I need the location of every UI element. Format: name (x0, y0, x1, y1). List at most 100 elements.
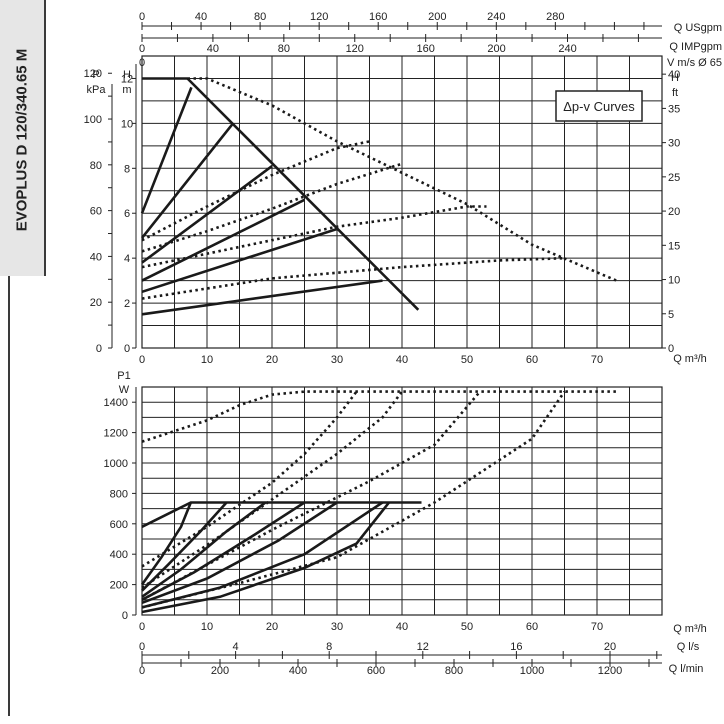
p1-tick-label: 800 (110, 488, 128, 500)
bottom-x-tick-label: 70 (591, 621, 603, 633)
top-x-tick-label: 10 (201, 354, 213, 366)
usgpm-tick-label: 0 (139, 11, 145, 23)
top-solid-curve-4 (141, 198, 306, 282)
impgpm-tick-label: 0 (139, 43, 145, 55)
power-dotted-curve-1 (141, 390, 617, 443)
power-dotted-curve-3 (141, 390, 404, 589)
h-ft-tick-label: 30 (668, 138, 680, 150)
lmin-axis-label: Q l/min (669, 663, 704, 675)
h-m-tick-label: 8 (124, 163, 130, 175)
impgpm-tick-label: 40 (207, 43, 219, 55)
power-solid-curve-6 (141, 501, 338, 605)
impgpm-tick-label: 240 (558, 43, 576, 55)
top-x-tick-label: 30 (331, 354, 343, 366)
lmin-tick-label: 1200 (598, 665, 622, 677)
top-dotted-curve-4 (141, 205, 487, 269)
h-ft-tick-label: 15 (668, 240, 680, 252)
top-solid-curve-1 (140, 86, 193, 214)
p1-axis-label-1: P1 (117, 370, 130, 382)
power-solid-curve-5 (141, 501, 306, 601)
usgpm-axis-label: Q USgpm (674, 22, 722, 34)
p-kpa-tick-label: 80 (90, 160, 102, 172)
top-x-tick-label: 70 (591, 354, 603, 366)
p1-tick-label: 600 (110, 519, 128, 531)
lmin-tick-label: 0 (139, 665, 145, 677)
bottom-x-axis-label: Q m³/h (673, 623, 707, 635)
impgpm-tick-label: 160 (416, 43, 434, 55)
h-m-tick-label: 12 (121, 73, 133, 85)
impgpm-tick-label: 120 (346, 43, 364, 55)
p1-tick-label: 1000 (104, 458, 128, 470)
ls-tick-label: 16 (510, 641, 522, 653)
top-dotted-curve-5 (141, 256, 565, 300)
p1-axis-label-2: W (119, 384, 130, 396)
p-kpa-tick-label: 120 (84, 68, 102, 80)
top-solid-curve-3 (141, 165, 273, 264)
power-dotted-curve-5 (141, 390, 566, 609)
power-solid-curve-3 (141, 501, 228, 592)
bottom-x-tick-label: 40 (396, 621, 408, 633)
impgpm-axis-label: Q IMPgpm (669, 41, 722, 53)
velocity-axis-label: V m/s Ø 65 (667, 57, 722, 69)
usgpm-tick-label: 80 (254, 11, 266, 23)
h-ft-tick-label: 20 (668, 206, 680, 218)
usgpm-tick-label: 160 (369, 11, 387, 23)
ls-tick-label: 4 (233, 641, 239, 653)
limit-line (186, 77, 420, 311)
ls-tick-label: 8 (326, 641, 332, 653)
lmin-tick-label: 1000 (520, 665, 544, 677)
power-solid-curve-2 (140, 502, 193, 586)
top-solid-curve-6 (141, 279, 383, 316)
chart-title: Δp-v Curves (563, 99, 635, 114)
lmin-tick-label: 600 (367, 665, 385, 677)
ls-tick-label: 12 (417, 641, 429, 653)
h-ft-axis-label-1: H (671, 72, 679, 84)
h-m-tick-label: 2 (124, 298, 130, 310)
h-m-tick-label: 4 (124, 253, 130, 265)
usgpm-tick-label: 40 (195, 11, 207, 23)
usgpm-tick-label: 120 (310, 11, 328, 23)
power-solid-curve-8 (141, 501, 391, 614)
chart-title-box (555, 90, 643, 122)
p-kpa-tick-label: 100 (84, 114, 102, 126)
h-m-axis-label-2: m (122, 84, 131, 96)
power-solid-curve-7 (141, 501, 384, 609)
top-x-tick-label: 50 (461, 354, 473, 366)
sidebar-line (8, 276, 10, 716)
p-kpa-axis-label-1: P (92, 69, 99, 81)
sidebar-tab (0, 0, 46, 276)
h-m-tick-label: 10 (121, 118, 133, 130)
p1-tick-label: 200 (110, 580, 128, 592)
top-solid-curve-5 (141, 227, 338, 294)
h-ft-axis-label-2: ft (672, 87, 678, 99)
h-ft-tick-label: 25 (668, 172, 680, 184)
p-kpa-tick-label: 0 (96, 343, 102, 355)
top-dotted-curve-3 (141, 162, 403, 253)
h-m-tick-label: 0 (124, 343, 130, 355)
p-kpa-tick-label: 40 (90, 251, 102, 263)
usgpm-tick-label: 240 (487, 11, 505, 23)
top-x-axis-label: Q m³/h (673, 353, 707, 365)
ls-axis-label: Q l/s (677, 641, 700, 653)
power-solid-curve-4 (141, 501, 267, 598)
h-ft-tick-label: 0 (668, 343, 674, 355)
usgpm-tick-label: 280 (546, 11, 564, 23)
usgpm-tick-label: 200 (428, 11, 446, 23)
top-solid-curve-2 (140, 122, 235, 239)
bottom-x-tick-label: 20 (266, 621, 278, 633)
h-ft-tick-label: 5 (668, 309, 674, 321)
h-ft-tick-label: 40 (668, 69, 680, 81)
p-kpa-tick-label: 60 (90, 206, 102, 218)
bottom-x-tick-label: 30 (331, 621, 343, 633)
bottom-x-tick-label: 0 (139, 621, 145, 633)
power-dotted-curve-2 (141, 390, 358, 568)
p-kpa-tick-label: 20 (90, 297, 102, 309)
impgpm-tick-label: 80 (278, 43, 290, 55)
bottom-x-tick-label: 50 (461, 621, 473, 633)
ls-tick-label: 0 (139, 641, 145, 653)
top-x-tick-label: 0 (139, 354, 145, 366)
lmin-tick-label: 200 (211, 665, 229, 677)
h-ft-tick-label: 10 (668, 275, 680, 287)
h-ft-tick-label: 35 (668, 103, 680, 115)
